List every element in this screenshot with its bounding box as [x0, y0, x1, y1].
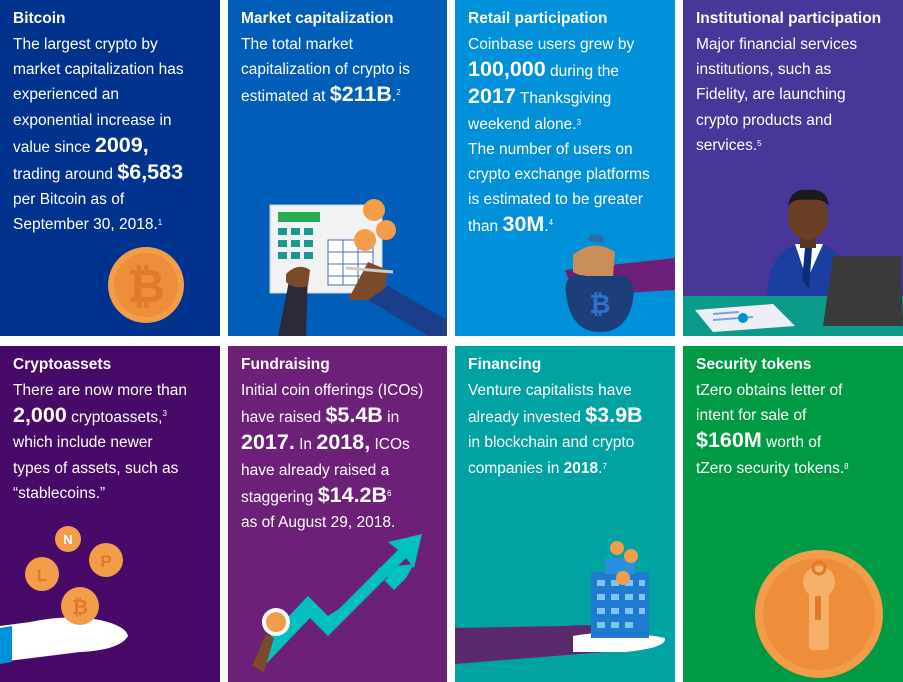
tile-title: Security tokens	[696, 356, 812, 373]
tile-body: There are now more than 2,000 cryptoasse…	[13, 382, 188, 502]
tile-market-capitalization: Market capitalization The total market c…	[228, 0, 447, 336]
businessman-illustration	[683, 189, 903, 336]
tile-body: Major financial services institutions, s…	[696, 36, 858, 154]
bitcoin-coin-illustration: ₿	[108, 247, 184, 323]
tile-fundraising: Fundraising Initial coin offerings (ICOs…	[228, 346, 447, 682]
bitcoin-icon: ₿	[589, 289, 610, 319]
calculator-illustration	[269, 199, 447, 336]
tile-body: Coinbase users grew by 100,000 during th…	[468, 36, 650, 237]
tile-body: The largest crypto by market capitalizat…	[13, 36, 184, 234]
coins-hand-illustration: N P L ₿	[0, 526, 128, 664]
tile-security-tokens: Security tokens tZero obtains letter of …	[683, 346, 903, 682]
tile-body: Venture capitalists have already investe…	[468, 382, 643, 477]
tile-title: Bitcoin	[13, 10, 66, 27]
tile-body: Initial coin offerings (ICOs) have raise…	[241, 382, 424, 532]
growth-arrow-illustration	[252, 534, 422, 672]
crypto-coin-n: N	[55, 526, 81, 552]
svg-text:L: L	[37, 566, 47, 585]
tile-title: Market capitalization	[241, 10, 394, 27]
tile-title: Fundraising	[241, 356, 330, 373]
tile-title: Financing	[468, 356, 542, 373]
building-hand-illustration	[455, 541, 666, 664]
tile-title: Cryptoassets	[13, 356, 112, 373]
svg-text:₿: ₿	[72, 597, 88, 619]
tile-financing: Financing Venture capitalists have alrea…	[455, 346, 675, 682]
tile-body: The total market capitalization of crypt…	[241, 36, 410, 107]
tile-institutional-participation: Institutional participation Major financ…	[683, 0, 903, 336]
tile-bitcoin: ₿ Bitcoin The largest crypto by market c…	[0, 0, 220, 336]
tile-body: tZero obtains letter of intent for sale …	[696, 382, 849, 477]
svg-text:P: P	[100, 552, 111, 571]
tile-retail-participation: ₿ Retail participation Coinbase users gr…	[455, 0, 675, 336]
money-bag-illustration: ₿	[565, 234, 675, 332]
crypto-coin-l: L	[25, 557, 59, 591]
tile-title: Retail participation	[468, 10, 608, 27]
svg-text:N: N	[63, 532, 72, 547]
bitcoin-icon: ₿	[127, 260, 165, 312]
token-lock-illustration	[755, 550, 883, 678]
tile-title: Institutional participation	[696, 10, 882, 27]
crypto-coin-bitcoin: ₿	[61, 587, 99, 625]
tile-cryptoassets: N P L ₿ Cryptoassets There are now more …	[0, 346, 220, 682]
crypto-coin-p: P	[89, 543, 123, 577]
